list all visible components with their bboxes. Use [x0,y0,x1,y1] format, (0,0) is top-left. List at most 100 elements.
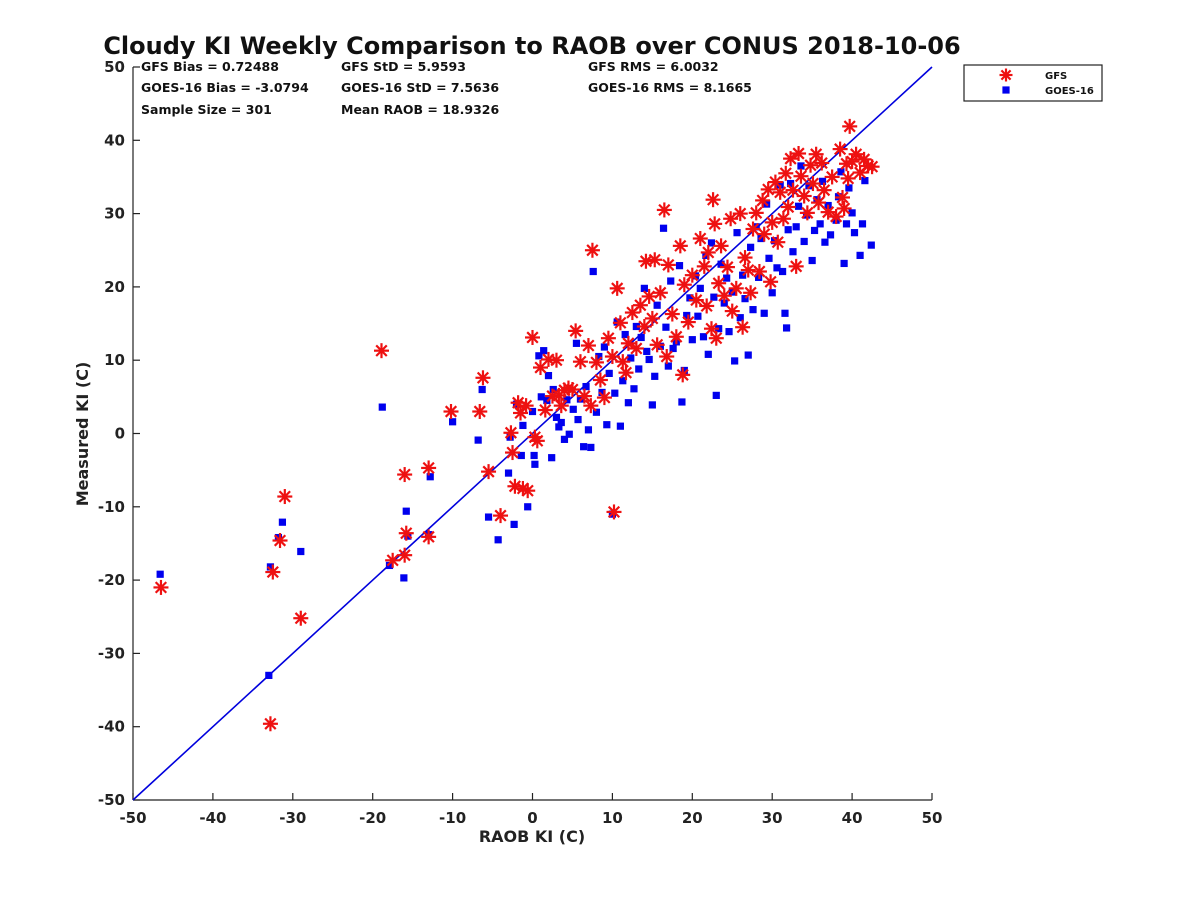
gfs-point [537,402,553,418]
gfs-point [652,285,668,301]
goes16-point [611,389,619,397]
goes16-point [537,393,545,401]
goes16-point [449,418,457,426]
goes16-point [648,401,656,409]
legend-goes16-marker [1002,86,1010,94]
gfs-point [793,168,809,184]
gfs-point [835,189,851,205]
gfs-point [699,298,715,314]
gfs-point [672,238,688,254]
goes16-point [717,260,725,268]
goes16-point [651,372,659,380]
x-tick-label: -10 [439,809,466,827]
y-tick-label: -40 [98,718,125,736]
gfs-point [713,238,729,254]
chart-title: Cloudy KI Weekly Comparison to RAOB over… [103,32,960,60]
gfs-point [373,343,389,359]
goes16-point [584,426,593,434]
goes16-point [669,344,677,353]
goes16-point [800,237,808,246]
goes16-point [710,293,718,301]
goes16-point [662,323,670,331]
gfs-point [836,200,852,216]
goes16-point [265,671,273,679]
gfs-point [475,370,491,386]
goes16-point [560,435,569,443]
legend-gfs-label: GFS [1045,71,1067,82]
goes16-point [563,396,571,404]
goes16-point [782,324,791,332]
goes16-point [565,430,573,438]
gfs-point [728,280,744,296]
goes16-point [531,460,539,468]
gfs-point [604,349,620,365]
goes16-point [517,451,525,460]
gfs-point [705,192,721,208]
gfs-point [572,354,588,370]
gfs-point [443,404,459,420]
gfs-point [864,159,880,175]
gfs-point [735,319,751,335]
goes16-point [664,362,672,370]
goes16-point [528,407,537,416]
goes16-point [837,168,845,176]
goes16-point [805,182,813,190]
goes16-point [731,357,739,365]
gfs-point [820,204,836,220]
gfs-point [763,274,779,290]
goes16-point [694,312,702,320]
gfs-point [525,329,540,345]
goes16-point [850,229,859,237]
goes16-point [778,267,787,276]
legend-box [963,64,1103,102]
gfs-point [503,425,519,441]
goes16-point [792,223,800,231]
gfs-point [421,529,437,545]
goes16-point [555,423,563,431]
goes16-point [699,333,708,341]
goes16-point [510,520,518,528]
goes16-point [589,267,597,276]
gfs-point [772,184,788,200]
gfs-point [700,244,716,260]
gfs-point [785,182,801,198]
goes16-point [530,451,538,460]
goes16-point [696,284,704,292]
gfs-point [472,404,488,420]
legend-goes16-label: GOES-16 [1045,86,1094,97]
gfs-point [788,258,804,274]
goes16-point [643,347,651,356]
gfs-point [737,250,753,266]
x-axis-ticks: -50 -40 -30 -20 -10 0 10 20 30 40 50 [119,793,942,827]
goes16-point [548,454,556,462]
goes16-point [810,226,819,235]
y-tick-label: 40 [104,131,125,149]
gfs-point [493,508,509,524]
goes16-point [478,385,486,394]
gfs-point [612,315,628,331]
x-axis-label: RAOB KI (C) [479,827,585,846]
gfs-point [660,257,676,273]
gfs-point [644,310,660,326]
goes16-point [385,561,394,570]
goes16-point [821,238,829,246]
stat-text: GFS StD = 5.9593 [341,59,466,74]
gfs-point [692,231,708,247]
goes16-point [723,274,731,282]
gfs-point [764,214,780,230]
gfs-point [664,306,680,322]
gfs-point [600,330,616,346]
gfs-point [398,525,414,541]
gfs-point [748,205,764,221]
goes16-point [635,365,643,373]
goes16-point [582,382,590,391]
goes16-point [378,403,386,411]
y-tick-label: -20 [98,571,125,589]
goes16-point [653,301,661,309]
y-tick-label: -10 [98,498,125,516]
stat-text: GOES-16 Bias = -3.0794 [141,80,309,95]
x-tick-label: 40 [842,809,863,827]
x-tick-label: 30 [762,809,783,827]
goes16-point [630,385,638,393]
gfs-point [649,337,665,353]
